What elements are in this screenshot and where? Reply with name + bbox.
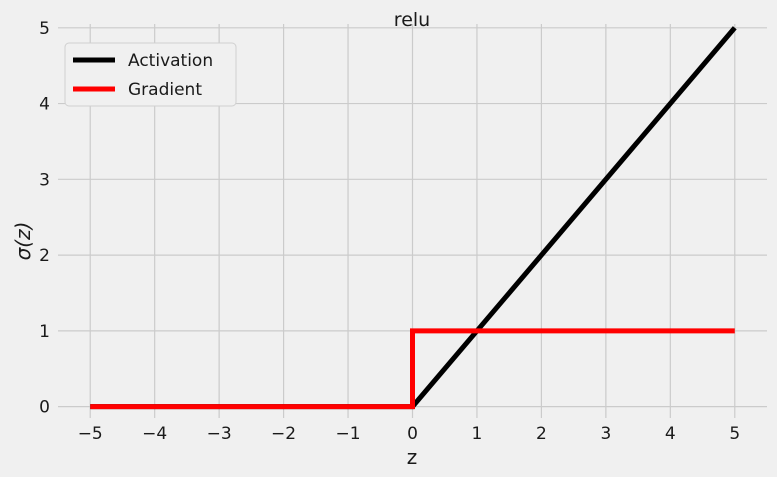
y-tick-label: 0 — [39, 398, 50, 418]
legend-label-gradient: Gradient — [128, 80, 202, 100]
y-tick-label: 5 — [39, 19, 50, 39]
x-tick-label: 2 — [536, 424, 547, 444]
x-tick-label: 4 — [665, 424, 676, 444]
y-tick-label: 4 — [39, 95, 50, 115]
series-line-gradient — [90, 328, 735, 410]
legend-label-activation: Activation — [128, 51, 213, 71]
x-axis-label: z — [407, 445, 418, 469]
x-tick-label: 1 — [472, 424, 483, 444]
x-tick-label: −2 — [271, 424, 296, 444]
y-tick-label: 3 — [39, 170, 50, 190]
legend: Activation Gradient — [64, 42, 237, 107]
x-tick-label: 3 — [600, 424, 611, 444]
x-tick-label: 0 — [407, 424, 418, 444]
chart-title: relu — [394, 9, 430, 31]
x-axis-ticks: −5 −4 −3 −2 −1 0 1 2 3 4 5 — [78, 424, 740, 444]
x-tick-label: −1 — [336, 424, 361, 444]
y-axis-ticks: 0 1 2 3 4 5 — [39, 19, 50, 418]
y-tick-label: 1 — [39, 322, 50, 342]
y-tick-label: 2 — [39, 246, 50, 266]
x-tick-label: −3 — [207, 424, 232, 444]
x-tick-label: 5 — [729, 424, 740, 444]
x-tick-label: −5 — [78, 424, 103, 444]
y-axis-label: σ(z) — [11, 222, 35, 261]
series-lines — [90, 26, 737, 410]
x-tick-label: −4 — [142, 424, 167, 444]
